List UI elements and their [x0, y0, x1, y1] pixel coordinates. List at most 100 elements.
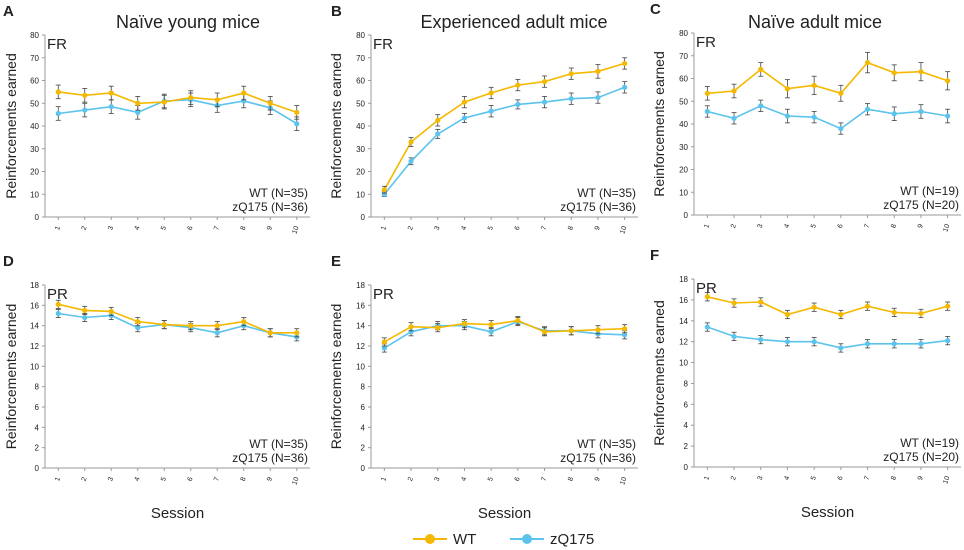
- y-tick-label-d-9: 18: [30, 281, 39, 290]
- point-b-zq175-3: [435, 131, 441, 137]
- point-c-wt-6: [838, 90, 844, 96]
- x-tick-label-e-5: 6: [514, 476, 522, 482]
- line-f-zq175: [707, 326, 948, 349]
- point-a-wt-3: [108, 90, 114, 96]
- y-tick-label-f-2: 4: [684, 421, 689, 430]
- x-tick-label-b-4: 5: [487, 225, 495, 231]
- point-e-wt-4: [461, 321, 468, 327]
- point-b-zq175-8: [568, 96, 574, 102]
- point-e-wt-9: [595, 327, 601, 333]
- x-tick-label-a-7: 8: [240, 225, 248, 231]
- point-f-zq175-3: [758, 336, 764, 343]
- series-d-wt: [55, 299, 300, 338]
- point-d-wt-9: [267, 330, 273, 336]
- line-d-wt: [58, 303, 297, 334]
- point-d-wt-6: [188, 323, 194, 329]
- x-tick-label-c-3: 4: [783, 223, 791, 229]
- n-label-b-zq175: zQ175 (N=36): [560, 200, 636, 214]
- point-c-zq175-7: [864, 106, 871, 112]
- y-tick-label-c-4: 40: [679, 120, 688, 129]
- point-b-zq175-10: [622, 84, 628, 90]
- y-tick-label-d-7: 14: [30, 322, 39, 331]
- x-tick-label-f-6: 7: [864, 475, 872, 481]
- n-label-e-wt: WT (N=35): [577, 437, 636, 451]
- point-f-zq175-10: [945, 338, 951, 344]
- x-tick-label-f-5: 6: [837, 475, 845, 481]
- point-b-wt-6: [515, 82, 521, 88]
- y-tick-label-a-7: 70: [30, 54, 39, 63]
- point-a-zq175-2: [82, 107, 88, 113]
- point-f-wt-8: [891, 309, 897, 316]
- line-f-wt: [707, 296, 948, 316]
- point-a-zq175-10: [294, 121, 300, 127]
- point-f-wt-10: [945, 303, 951, 309]
- y-tick-label-e-4: 8: [361, 383, 366, 392]
- y-tick-label-f-0: 0: [684, 463, 689, 472]
- point-c-wt-10: [945, 78, 951, 84]
- mode-label-b: FR: [373, 36, 393, 53]
- x-tick-label-a-6: 7: [213, 225, 221, 231]
- x-tick-label-d-4: 5: [160, 476, 168, 482]
- mode-label-d: PR: [47, 286, 68, 303]
- point-c-wt-7: [864, 59, 871, 66]
- panel-letter-f: F: [650, 247, 659, 264]
- x-tick-label-c-1: 2: [730, 223, 738, 229]
- y-tick-label-e-3: 6: [361, 403, 366, 412]
- y-tick-label-a-1: 10: [30, 190, 39, 199]
- line-d-zq175: [58, 312, 297, 338]
- point-c-zq175-2: [731, 115, 737, 121]
- y-tick-label-b-6: 60: [356, 77, 365, 86]
- x-tick-label-e-7: 8: [567, 476, 575, 482]
- x-tick-label-c-7: 8: [890, 223, 898, 229]
- y-tick-label-a-6: 60: [30, 77, 39, 86]
- x-tick-label-c-6: 7: [864, 223, 872, 229]
- y-tick-label-c-7: 70: [679, 52, 688, 61]
- x-tick-label-b-6: 7: [541, 225, 549, 231]
- series-c-zq175: [704, 99, 951, 135]
- panel-letter-c: C: [650, 1, 661, 18]
- x-tick-label-c-0: 1: [703, 223, 711, 229]
- point-c-wt-9: [918, 69, 924, 75]
- x-tick-label-e-9: 10: [619, 476, 628, 486]
- point-f-zq175-5: [811, 339, 817, 345]
- point-c-zq175-4: [784, 113, 791, 119]
- series-f-zq175: [704, 322, 951, 353]
- y-tick-label-d-6: 12: [30, 342, 39, 351]
- point-a-wt-5: [161, 99, 167, 105]
- series-e-wt: [381, 316, 628, 347]
- point-e-wt-6: [515, 317, 521, 324]
- n-label-c-zq175: zQ175 (N=20): [883, 198, 959, 212]
- x-tick-label-b-8: 9: [594, 225, 602, 231]
- point-e-wt-5: [488, 322, 494, 328]
- y-axis-title-a: Reinforcements earned: [3, 53, 19, 199]
- line-b-zq175: [383, 86, 625, 195]
- point-d-wt-7: [214, 323, 220, 329]
- x-tick-label-d-5: 6: [187, 476, 195, 482]
- point-b-wt-10: [622, 60, 628, 67]
- y-tick-label-a-2: 20: [30, 168, 39, 177]
- x-tick-label-f-3: 4: [783, 475, 791, 481]
- x-tick-label-d-2: 3: [107, 476, 115, 482]
- y-tick-label-b-0: 0: [361, 213, 366, 222]
- point-a-wt-10: [294, 109, 300, 115]
- x-tick-label-a-9: 10: [291, 225, 300, 235]
- y-tick-label-c-6: 60: [679, 75, 688, 84]
- point-f-zq175-4: [784, 339, 791, 345]
- point-b-zq175-9: [595, 94, 601, 101]
- line-b-wt: [383, 62, 625, 191]
- legend-wt-label: WT: [453, 531, 476, 548]
- point-b-wt-4: [461, 99, 468, 105]
- x-tick-label-f-4: 5: [810, 475, 818, 481]
- line-c-wt: [707, 61, 948, 95]
- point-b-zq175-4: [461, 115, 468, 121]
- n-label-f-zq175: zQ175 (N=20): [883, 450, 959, 464]
- x-tick-label-f-2: 3: [757, 475, 765, 481]
- x-tick-label-e-8: 9: [594, 476, 602, 482]
- y-tick-label-a-8: 80: [30, 31, 39, 40]
- point-d-wt-3: [108, 308, 114, 315]
- x-axis-title-e: Session: [478, 505, 531, 522]
- point-a-wt-8: [241, 90, 247, 96]
